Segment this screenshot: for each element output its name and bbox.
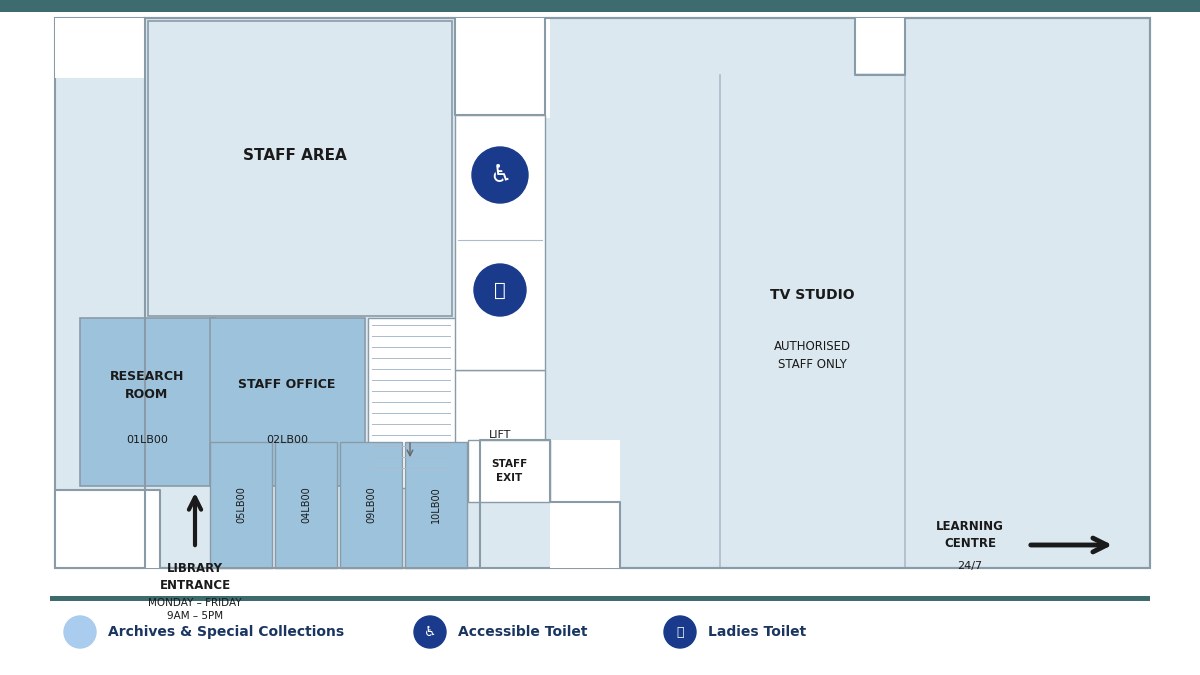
Bar <box>148 21 452 316</box>
Bar <box>50 596 1150 601</box>
Text: 05LB00: 05LB00 <box>236 487 246 523</box>
Text: 02LB00: 02LB00 <box>266 435 308 445</box>
Circle shape <box>64 616 96 648</box>
Text: MONDAY – FRIDAY
9AM – 5PM: MONDAY – FRIDAY 9AM – 5PM <box>148 598 242 621</box>
Text: LIBRARY
ENTRANCE: LIBRARY ENTRANCE <box>160 562 230 592</box>
Bar <box>55 490 160 568</box>
Circle shape <box>414 616 446 648</box>
Text: RESEARCH
ROOM: RESEARCH ROOM <box>110 369 184 400</box>
Text: AUTHORISED
STAFF ONLY: AUTHORISED STAFF ONLY <box>774 340 851 371</box>
Bar <box>468 440 550 502</box>
Text: 10LB00: 10LB00 <box>431 487 442 523</box>
Bar <box>368 318 456 488</box>
Bar <box>210 442 272 568</box>
Circle shape <box>664 616 696 648</box>
Bar <box>455 115 545 370</box>
Bar <box>210 318 365 486</box>
Circle shape <box>474 264 526 316</box>
Text: Archives & Special Collections: Archives & Special Collections <box>108 625 344 639</box>
Circle shape <box>472 147 528 203</box>
Bar <box>55 18 1150 568</box>
Text: STAFF AREA: STAFF AREA <box>244 148 347 163</box>
Text: STAFF OFFICE: STAFF OFFICE <box>239 379 336 391</box>
Text: ♿: ♿ <box>424 625 437 639</box>
Bar <box>0 590 1200 675</box>
Text: 🚻: 🚻 <box>494 281 506 300</box>
Bar <box>340 442 402 568</box>
Bar <box>80 318 215 486</box>
Text: 24/7: 24/7 <box>958 561 983 571</box>
Bar <box>275 442 337 568</box>
Bar <box>55 18 145 78</box>
Bar <box>854 18 905 73</box>
Text: STAFF
EXIT: STAFF EXIT <box>491 460 527 483</box>
Bar <box>455 18 550 118</box>
Text: ♿: ♿ <box>488 163 511 187</box>
Text: 🚻: 🚻 <box>677 626 684 639</box>
Text: LEARNING
CENTRE: LEARNING CENTRE <box>936 520 1004 550</box>
Text: 04LB00: 04LB00 <box>301 487 311 523</box>
Bar <box>406 442 467 568</box>
Text: Ladies Toilet: Ladies Toilet <box>708 625 806 639</box>
Bar <box>550 440 620 568</box>
Bar <box>0 0 1200 12</box>
Bar <box>455 370 545 488</box>
Text: TV STUDIO: TV STUDIO <box>769 288 854 302</box>
Text: 09LB00: 09LB00 <box>366 487 376 523</box>
Text: Accessible Toilet: Accessible Toilet <box>458 625 588 639</box>
Text: 01LB00: 01LB00 <box>126 435 168 445</box>
Text: LIFT: LIFT <box>488 430 511 440</box>
